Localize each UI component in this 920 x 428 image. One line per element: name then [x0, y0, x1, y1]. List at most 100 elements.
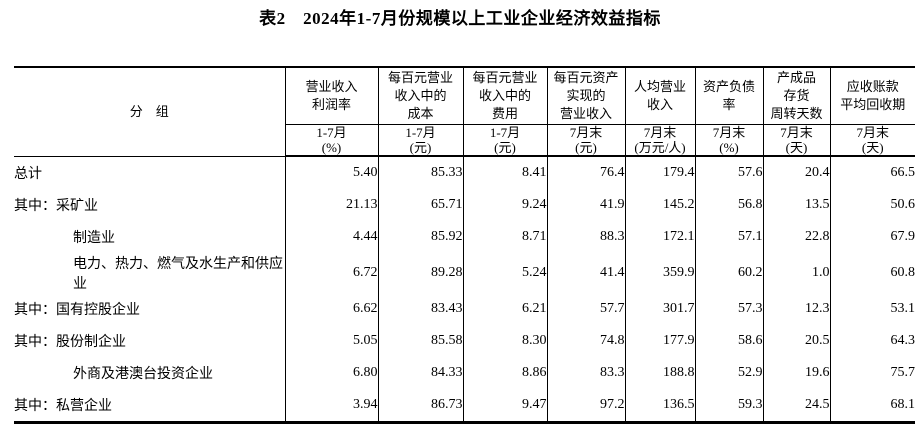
cell-value: 65.71: [378, 189, 464, 221]
column-header-expense-per-100: 每百元营业 收入中的 费用: [463, 67, 548, 125]
cell-value: 359.9: [625, 253, 696, 293]
cell-value: 89.28: [378, 253, 464, 293]
cell-value: 6.21: [463, 293, 548, 325]
cell-value: 86.73: [378, 389, 464, 423]
cell-value: 20.4: [763, 156, 831, 189]
cell-value: 20.5: [763, 325, 831, 357]
cell-value: 13.5: [763, 189, 831, 221]
cell-value: 3.94: [285, 389, 379, 423]
cell-value: 4.44: [285, 221, 379, 253]
cell-value: 9.47: [463, 389, 548, 423]
table-row-manufacturing: 制造业 4.44 85.92 8.71 88.3 172.1 57.1 22.8…: [14, 221, 915, 253]
unit-label: (元): [575, 140, 597, 155]
unit-header: 7月末 (天): [763, 124, 831, 157]
cell-value: 60.2: [695, 253, 764, 293]
economic-indicators-table: 分 组 营业收入 利润率 每百元营业 收入中的 成本 每百元营业 收入中的 费用…: [14, 66, 915, 424]
cell-value: 41.9: [547, 189, 626, 221]
cell-value: 57.6: [695, 156, 764, 189]
row-label: 外商及港澳台投资企业: [14, 357, 286, 389]
period-label: 1-7月: [489, 125, 521, 140]
unit-label: (%): [719, 140, 739, 155]
period-label: 7月末: [569, 125, 603, 140]
period-label: 7月末: [712, 125, 746, 140]
unit-label: (天): [785, 140, 808, 155]
cell-value: 56.8: [695, 189, 764, 221]
row-label: 其中：采矿业: [14, 189, 286, 221]
row-label: 其中：国有控股企业: [14, 293, 286, 325]
table-row-joint-stock: 其中：股份制企业 5.05 85.58 8.30 74.8 177.9 58.6…: [14, 325, 915, 357]
cell-value: 136.5: [625, 389, 696, 423]
cell-value: 172.1: [625, 221, 696, 253]
table-row-utilities: 电力、热力、燃气及水生产和供应业 6.72 89.28 5.24 41.4 35…: [14, 253, 915, 293]
cell-value: 21.13: [285, 189, 379, 221]
unit-label: (元): [409, 140, 432, 155]
cell-value: 52.9: [695, 357, 764, 389]
cell-value: 58.6: [695, 325, 764, 357]
cell-value: 74.8: [547, 325, 626, 357]
cell-value: 12.3: [763, 293, 831, 325]
cell-value: 19.6: [763, 357, 831, 389]
cell-value: 50.6: [890, 197, 916, 212]
period-label: 7月末: [780, 125, 813, 140]
cell-value: 5.24: [463, 253, 548, 293]
cell-value: 60.8: [890, 265, 916, 280]
row-label: 制造业: [14, 221, 286, 253]
unit-header: 1-7月 (元): [463, 124, 548, 157]
cell-value: 301.7: [625, 293, 696, 325]
cell-value: 75.7: [890, 365, 916, 380]
cell-value: 8.71: [463, 221, 548, 253]
column-header-cost-per-100: 每百元营业 收入中的 成本: [378, 67, 464, 125]
table-row-total: 总计 5.40 85.33 8.41 76.4 179.4 57.6 20.4 …: [14, 156, 915, 189]
cell-value: 145.2: [625, 189, 696, 221]
row-label: 电力、热力、燃气及水生产和供应业: [14, 253, 286, 293]
page-title: 表2 2024年1-7月份规模以上工业企业经济效益指标: [259, 9, 661, 28]
cell-value: 53.1: [890, 301, 916, 316]
cell-value: 85.92: [378, 221, 464, 253]
header-row-units: 1-7月 (%) 1-7月 (元) 1-7月 (元) 7月末 (元) 7月末 (万元/人)…: [14, 124, 915, 157]
group-column-header: 分 组: [14, 67, 286, 157]
row-label: 总计: [14, 156, 286, 189]
cell-value: 57.1: [695, 221, 764, 253]
table-row-state-owned: 其中：国有控股企业 6.62 83.43 6.21 57.7 301.7 57.…: [14, 293, 915, 325]
cell-value: 5.40: [285, 156, 379, 189]
cell-value: 68.1: [890, 397, 916, 412]
period-label: 1-7月: [316, 125, 347, 140]
period-label: 1-7月: [405, 125, 436, 140]
column-header-inventory-turnover-days: 产成品 存货 周转天数: [763, 67, 831, 125]
cell-value: 41.4: [547, 253, 626, 293]
cell-value: 67.9: [890, 229, 916, 244]
column-header-revenue-per-capita: 人均营业 收入: [625, 67, 696, 125]
cell-value: 1.0: [763, 253, 831, 293]
cell-value: 5.05: [285, 325, 379, 357]
row-label: 其中：股份制企业: [14, 325, 286, 357]
cell-value: 57.7: [547, 293, 626, 325]
cell-value: 177.9: [625, 325, 696, 357]
cell-value: 188.8: [625, 357, 696, 389]
column-header-receivables-collection-period: 应收账款 平均回收期: [830, 67, 915, 125]
cell-value: 8.41: [463, 156, 548, 189]
column-header-profit-rate: 营业收入 利润率: [285, 67, 379, 125]
cell-value: 64.3: [890, 333, 916, 348]
unit-label: (%): [321, 140, 342, 155]
unit-header: 1-7月 (%): [285, 124, 379, 157]
unit-label: (元): [494, 140, 516, 155]
cell-value: 88.3: [547, 221, 626, 253]
cell-value: 57.3: [695, 293, 764, 325]
cell-value: 24.5: [763, 389, 831, 423]
unit-header: 1-7月 (元): [378, 124, 464, 157]
row-label: 其中：私营企业: [14, 389, 286, 423]
cell-value: 6.72: [285, 253, 379, 293]
table-row-foreign-invested: 外商及港澳台投资企业 6.80 84.33 8.86 83.3 188.8 52…: [14, 357, 915, 389]
table-row-private: 其中：私营企业 3.94 86.73 9.47 97.2 136.5 59.3 …: [14, 389, 915, 423]
cell-value: 83.3: [547, 357, 626, 389]
cell-value: 97.2: [547, 389, 626, 423]
period-label: 7月末: [856, 125, 889, 140]
cell-value: 6.80: [285, 357, 379, 389]
unit-header: 7月末 (%): [695, 124, 764, 157]
table-row-mining: 其中：采矿业 21.13 65.71 9.24 41.9 145.2 56.8 …: [14, 189, 915, 221]
cell-value: 179.4: [625, 156, 696, 189]
column-header-debt-ratio: 资产负债 率: [695, 67, 764, 125]
header-row-indicators: 分 组 营业收入 利润率 每百元营业 收入中的 成本 每百元营业 收入中的 费用…: [14, 67, 915, 157]
unit-header: 7月末 (万元/人): [625, 124, 696, 157]
cell-value: 6.62: [285, 293, 379, 325]
